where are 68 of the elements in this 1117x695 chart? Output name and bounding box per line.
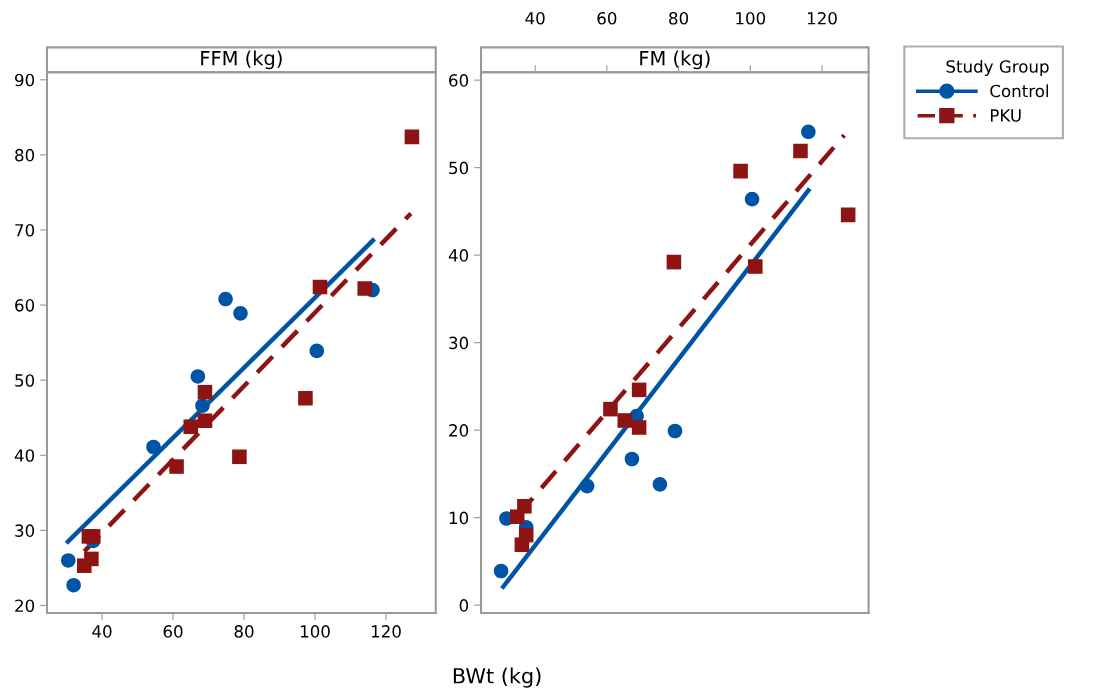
y-tick-label: 20 [15, 599, 35, 613]
point [84, 551, 99, 567]
y-tick-label: 90 [15, 73, 35, 87]
point [85, 529, 101, 544]
point [518, 527, 534, 543]
point [61, 553, 76, 568]
point [312, 279, 328, 295]
y-tick-label: 60 [449, 74, 469, 87]
point [666, 254, 682, 270]
y-tick-label: 60 [15, 299, 35, 312]
y-tick-label: 80 [15, 148, 35, 162]
x-tick-label: 40 [92, 625, 112, 638]
x-tick-label: 100 [300, 625, 330, 638]
x-tick-label: 80 [234, 625, 254, 638]
point [801, 124, 816, 140]
y-tick-label: 20 [449, 424, 469, 437]
point [309, 343, 325, 359]
point [169, 459, 184, 474]
x-tick-label: 60 [597, 12, 617, 25]
point [617, 413, 633, 428]
point [493, 563, 509, 579]
y-tick-label: 50 [449, 161, 469, 175]
point [793, 143, 808, 159]
x-tick-label: 60 [163, 625, 183, 638]
point [190, 369, 206, 384]
point [218, 291, 233, 307]
y-tick-label: 10 [449, 511, 469, 525]
point [197, 384, 213, 400]
point [146, 439, 161, 455]
point [744, 191, 760, 207]
point [404, 129, 420, 145]
point [733, 163, 748, 179]
point [197, 413, 213, 429]
point [748, 259, 763, 274]
point [233, 306, 248, 321]
legend-label: Control [990, 84, 1049, 98]
point [195, 398, 210, 413]
x-tick-label: 100 [736, 12, 766, 25]
legend-label: PKU [990, 109, 1021, 122]
y-tick-label: 40 [14, 449, 35, 462]
point [631, 420, 647, 435]
point [631, 382, 647, 398]
legend-title: Study Group [946, 59, 1049, 77]
point [579, 478, 595, 494]
x-tick-label: 40 [525, 12, 545, 25]
x-axis-title: BWt (kg) [453, 667, 541, 688]
y-tick-label: 40 [448, 249, 469, 262]
point [667, 423, 683, 439]
point [66, 577, 81, 593]
x-tick-label: 120 [807, 12, 837, 25]
y-tick-label: 0 [459, 599, 469, 612]
y-tick-label: 50 [15, 374, 35, 387]
y-tick-label: 70 [15, 223, 35, 237]
chart-title: FFM (kg) [201, 50, 282, 70]
chart-title: FM (kg) [640, 50, 710, 70]
x-tick-label: 120 [371, 625, 401, 638]
point [298, 390, 313, 406]
point [357, 281, 372, 296]
point [517, 498, 532, 514]
point [624, 451, 640, 467]
point [840, 207, 856, 223]
point [652, 477, 668, 492]
point [603, 401, 618, 417]
y-tick-label: 30 [449, 336, 469, 350]
x-tick-label: 80 [669, 12, 689, 25]
point [183, 419, 199, 435]
y-tick-label: 30 [15, 524, 35, 537]
point [232, 449, 247, 465]
